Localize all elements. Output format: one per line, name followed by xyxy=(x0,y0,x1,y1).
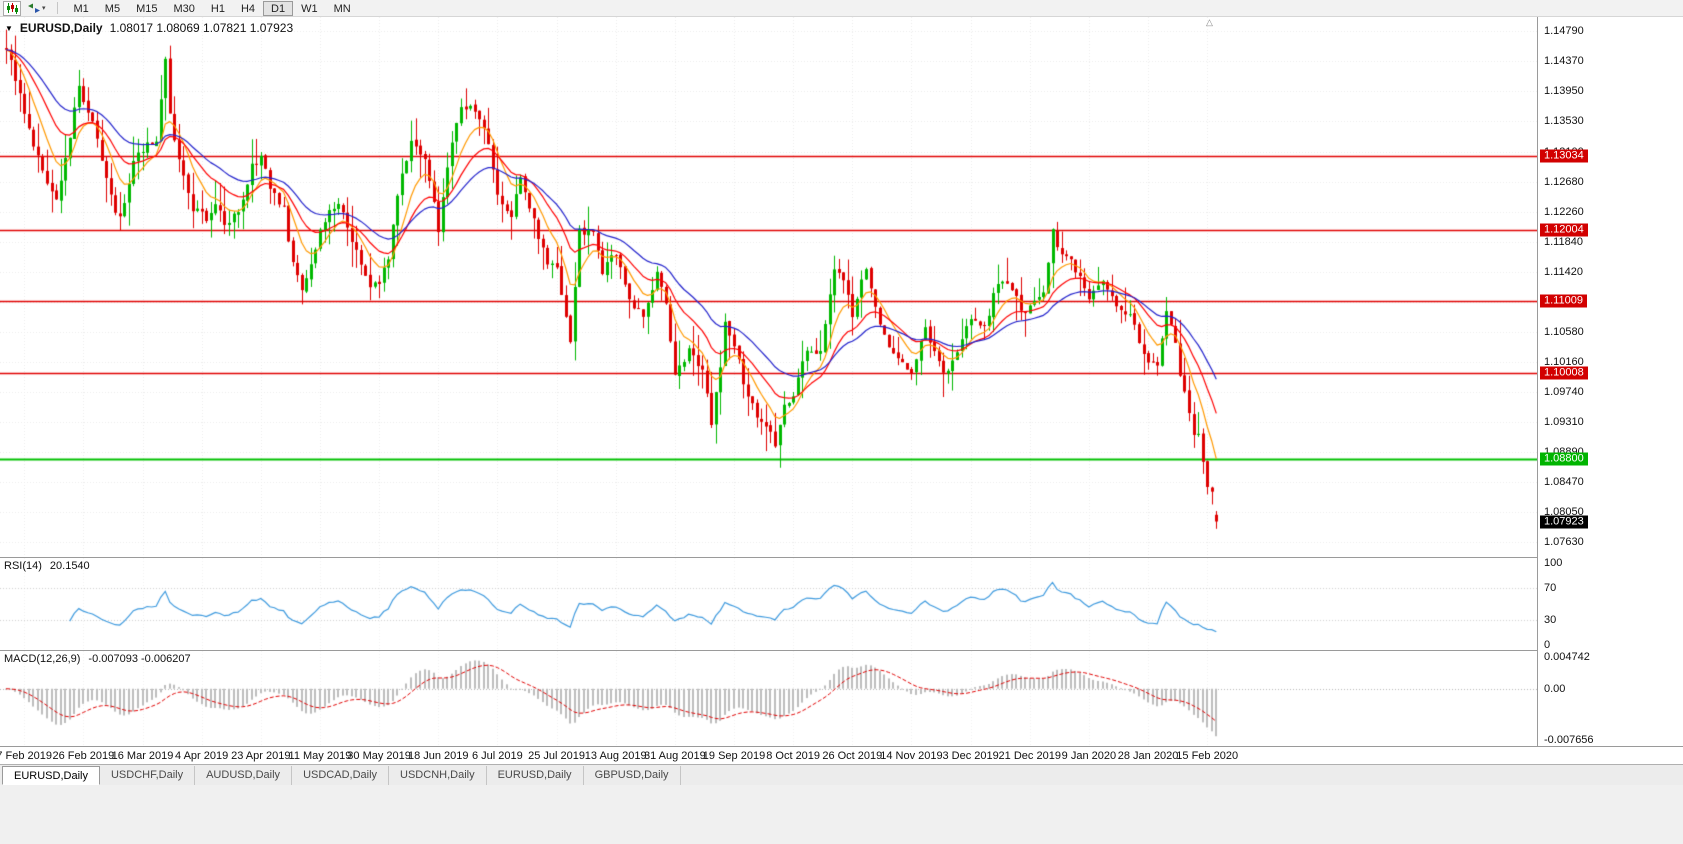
date-tick-label: 11 May 2019 xyxy=(288,750,352,762)
bottom-strip xyxy=(0,785,1683,844)
timeframe-button-mn[interactable]: MN xyxy=(333,2,351,15)
timeframe-button-d1[interactable]: D1 xyxy=(263,0,294,16)
macd-level-label: 0.00 xyxy=(1544,682,1566,695)
main-chart-panel: ▼ EURUSD,Daily 1.08017 1.08069 1.07821 1… xyxy=(0,17,1537,557)
price-tick-label: 1.12680 xyxy=(1544,175,1584,188)
chart-tab-2[interactable]: AUDUSD,Daily xyxy=(195,766,293,785)
price-tick-label: 1.10580 xyxy=(1544,325,1584,338)
date-tick-label: 31 Aug 2019 xyxy=(643,750,706,762)
date-tick-label: 16 Mar 2019 xyxy=(111,750,174,762)
date-tick-label: 30 May 2019 xyxy=(347,750,411,762)
rsi-level-label: 0 xyxy=(1544,639,1551,651)
macd-name-label: MACD(12,26,9) xyxy=(4,653,81,665)
chart-tab-6[interactable]: GBPUSD,Daily xyxy=(583,766,681,785)
top-toolbar: ▾ M1 M5 M15 M30 H1 H4 D1 W1 MN xyxy=(0,0,1683,17)
price-tick-label: 1.11420 xyxy=(1544,265,1583,278)
timeframe-button-m5[interactable]: M5 xyxy=(104,2,121,15)
chevron-down-icon: ▾ xyxy=(42,5,46,12)
macd-level-label: -0.007656 xyxy=(1544,734,1594,746)
date-tick-label: 26 Feb 2019 xyxy=(52,750,115,762)
ohlc-values-label: 1.08017 1.08069 1.07821 1.07923 xyxy=(109,21,294,35)
timeframe-button-h4[interactable]: H4 xyxy=(240,2,256,15)
date-axis[interactable]: 7 Feb 2019 26 Feb 2019 16 Mar 2019 4 Apr 20… xyxy=(0,746,1683,764)
date-tick-label: 15 Feb 2020 xyxy=(1176,750,1239,762)
timeframe-button-m1[interactable]: M1 xyxy=(73,2,89,15)
price-tick-label: 1.14370 xyxy=(1544,55,1584,67)
price-tick-label: 1.09740 xyxy=(1544,385,1584,398)
rsi-canvas[interactable] xyxy=(0,558,1537,650)
candlestick-chart-icon xyxy=(7,2,18,14)
chart-tab-1[interactable]: USDCHF,Daily xyxy=(99,766,196,785)
chart-tab-5[interactable]: EURUSD,Daily xyxy=(486,766,584,785)
date-tick-label: 25 Jul 2019 xyxy=(528,750,585,762)
date-tick-label: 3 Dec 2019 xyxy=(942,750,999,762)
chart-tab-3[interactable]: USDCAD,Daily xyxy=(292,766,390,785)
level-price-tag[interactable]: 1.13034 xyxy=(1540,149,1588,163)
rsi-name-label: RSI(14) xyxy=(4,560,42,572)
macd-panel: MACD(12,26,9) -0.007093 -0.006207 xyxy=(0,651,1537,746)
rsi-title: RSI(14) 20.1540 xyxy=(4,560,90,572)
chart-tab-0[interactable]: EURUSD,Daily xyxy=(2,766,100,785)
level-price-tag[interactable]: 1.10008 xyxy=(1540,366,1588,380)
price-tick-label: 1.13530 xyxy=(1544,115,1584,127)
current-price-tag: 1.07923 xyxy=(1540,515,1588,528)
rsi-value-label: 20.1540 xyxy=(49,560,90,572)
price-tick-label: 1.11840 xyxy=(1544,235,1583,248)
rsi-level-label: 70 xyxy=(1544,581,1557,594)
level-price-tag[interactable]: 1.08800 xyxy=(1540,452,1588,466)
chart-window-button[interactable] xyxy=(3,0,21,16)
date-tick-label: 6 Jul 2019 xyxy=(472,750,523,762)
price-tick-label: 1.07630 xyxy=(1544,536,1584,549)
macd-level-label: 0.004742 xyxy=(1544,651,1590,663)
rsi-level-label: 30 xyxy=(1544,614,1557,627)
macd-title: MACD(12,26,9) -0.007093 -0.006207 xyxy=(4,653,191,665)
date-tick-label: 4 Apr 2019 xyxy=(175,750,229,762)
timeframe-button-w1[interactable]: W1 xyxy=(301,2,318,15)
date-tick-label: 8 Oct 2019 xyxy=(766,750,821,762)
date-tick-label: 21 Dec 2019 xyxy=(998,750,1061,762)
chart-shift-dropdown-button[interactable]: ▾ xyxy=(24,1,49,16)
price-tick-label: 1.14790 xyxy=(1544,25,1584,37)
price-tick-label: 1.12260 xyxy=(1544,205,1584,218)
date-tick-label: 28 Jan 2020 xyxy=(1117,750,1179,762)
date-tick-label: 13 Aug 2019 xyxy=(584,750,647,762)
shift-arrows-icon xyxy=(28,3,40,13)
date-tick-label: 23 Apr 2019 xyxy=(231,750,291,762)
price-tick-label: 1.08470 xyxy=(1544,476,1584,489)
rsi-panel: RSI(14) 20.1540 xyxy=(0,558,1537,650)
symbol-period-label: EURUSD,Daily xyxy=(19,21,103,35)
date-tick-label: 14 Nov 2019 xyxy=(880,750,943,762)
timeframe-button-h1[interactable]: H1 xyxy=(210,2,225,15)
date-tick-label: 26 Oct 2019 xyxy=(822,750,883,762)
toolbar-separator xyxy=(56,2,58,14)
timeframe-group: M1 M5 M15 M30 H1 H4 D1 W1 MN xyxy=(66,0,359,16)
price-axis[interactable]: 1.147901.143701.139501.135301.131001.126… xyxy=(1537,17,1683,746)
panel-splitter-rsi-macd[interactable] xyxy=(0,650,1683,651)
chart-tab-bar: EURUSD,Daily USDCHF,Daily AUDUSD,Daily USDC… xyxy=(0,764,1683,785)
timeframe-button-m30[interactable]: M30 xyxy=(173,2,195,15)
panel-splitter-main-rsi[interactable] xyxy=(0,557,1683,558)
date-tick-label: 19 Sep 2019 xyxy=(702,750,766,762)
rsi-level-label: 100 xyxy=(1544,557,1563,569)
macd-values-label: -0.007093 -0.006207 xyxy=(88,653,191,665)
level-price-tag[interactable]: 1.12004 xyxy=(1540,223,1588,237)
timeframe-button-m15[interactable]: M15 xyxy=(136,2,158,15)
price-tick-label: 1.09310 xyxy=(1544,416,1584,429)
chart-tab-4[interactable]: USDCNH,Daily xyxy=(389,766,487,785)
macd-canvas[interactable] xyxy=(0,651,1537,746)
price-tick-label: 1.10160 xyxy=(1544,355,1584,368)
chart-title: ▼ EURUSD,Daily 1.08017 1.08069 1.07821 1… xyxy=(5,21,293,35)
price-tick-label: 1.13950 xyxy=(1544,85,1584,97)
date-tick-label: 7 Feb 2019 xyxy=(0,750,53,762)
chart-shift-marker-icon[interactable]: △ xyxy=(1206,17,1213,27)
date-tick-label: 18 Jun 2019 xyxy=(407,750,469,762)
price-chart-canvas[interactable] xyxy=(0,17,1537,557)
level-price-tag[interactable]: 1.11009 xyxy=(1540,294,1587,308)
quotes-toggle-icon[interactable]: ▼ xyxy=(5,23,13,33)
date-tick-label: 9 Jan 2020 xyxy=(1061,750,1117,762)
